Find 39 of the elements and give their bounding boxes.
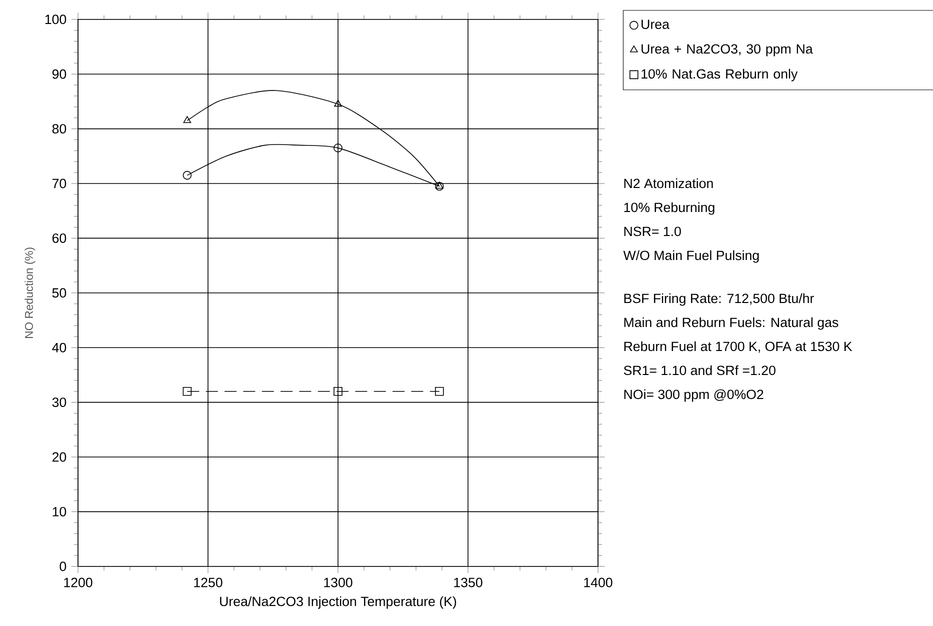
y-tick-label: 0 xyxy=(60,562,66,572)
text: N2 Atomization xyxy=(624,178,713,188)
point xyxy=(334,144,342,152)
point xyxy=(182,170,192,180)
y-tick-label: 60 xyxy=(52,233,66,243)
x-tick-label: 1200 xyxy=(64,578,92,588)
y-tick-label: 90 xyxy=(52,69,66,79)
y-tick-label: 50 xyxy=(52,288,66,298)
text: Reburn Fuel at 1700 K, OFA at 1530 K xyxy=(624,341,852,353)
point xyxy=(435,386,444,396)
y-tick-label: 80 xyxy=(52,124,66,134)
legend-label: 10% Nat.Gas Reburn only xyxy=(642,68,798,82)
y-tick-label: 30 xyxy=(52,398,66,408)
legend-label: Urea xyxy=(642,20,670,29)
point xyxy=(435,182,444,191)
text: NSR= 1.0 xyxy=(624,226,681,236)
x-tick-label: 1350 xyxy=(454,578,482,588)
point xyxy=(334,386,342,396)
text: BSF Firing Rate: 712,500 Btu/hr xyxy=(624,293,814,306)
x-axis-title: Urea/Na2CO3 Injection Temperature (K) xyxy=(220,596,456,609)
point xyxy=(182,386,192,396)
text: Main and Reburn Fuels: Natural gas xyxy=(624,317,838,330)
y-axis-title: NO Reduction (%) xyxy=(24,248,36,338)
x-tick-label: 1400 xyxy=(584,578,612,588)
text: 10% Reburning xyxy=(624,202,714,215)
point xyxy=(436,182,444,189)
y-tick-label: 100 xyxy=(45,14,66,24)
y-tick-label: 20 xyxy=(52,452,66,462)
y-tick-label: 70 xyxy=(52,178,66,188)
legend-label: Urea + Na2CO3, 30 ppm Na xyxy=(642,44,813,56)
y-tick-label: 40 xyxy=(52,342,66,352)
text: W/O Main Fuel Pulsing xyxy=(623,250,759,263)
y-tick-label: 10 xyxy=(52,506,66,516)
x-tick-label: 1250 xyxy=(194,578,222,588)
x-tick-label: 1300 xyxy=(324,578,352,588)
point xyxy=(334,100,342,107)
text: NOi= 300 ppm @0%O2 xyxy=(624,389,764,402)
text: SR1= 1.10 and SRf =1.20 xyxy=(624,365,776,376)
point xyxy=(183,116,192,123)
